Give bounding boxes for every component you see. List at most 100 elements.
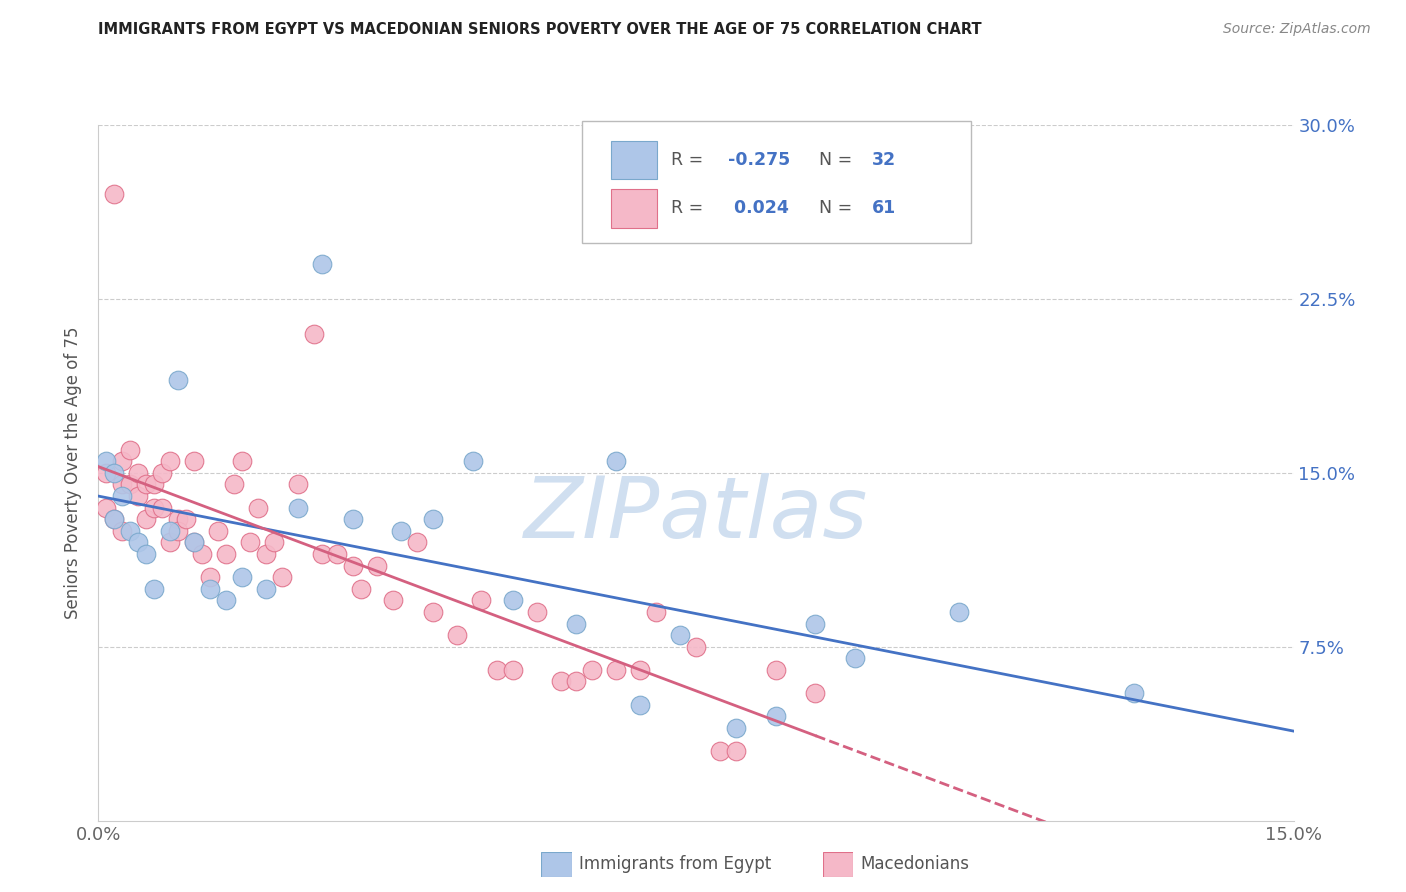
Point: [270, 570, 292, 584]
Point: [254, 547, 277, 561]
Point: [1123, 686, 1146, 700]
Point: [103, 512, 125, 526]
Point: [628, 698, 651, 712]
Point: [143, 582, 166, 596]
Text: R =: R =: [671, 200, 709, 218]
Point: [143, 500, 166, 515]
Point: [135, 477, 157, 491]
Point: [565, 674, 588, 689]
Point: [159, 454, 181, 468]
Text: N =: N =: [808, 200, 858, 218]
Point: [231, 570, 253, 584]
Point: [724, 744, 747, 758]
Point: [502, 663, 524, 677]
Text: 32: 32: [872, 151, 896, 169]
Text: R =: R =: [671, 151, 709, 169]
FancyBboxPatch shape: [612, 141, 657, 178]
Point: [159, 524, 181, 538]
Text: N =: N =: [808, 151, 858, 169]
Point: [581, 663, 603, 677]
Point: [167, 512, 190, 526]
Point: [127, 535, 149, 549]
Point: [389, 524, 412, 538]
Point: [550, 674, 572, 689]
Text: Immigrants from Egypt: Immigrants from Egypt: [579, 855, 772, 873]
Point: [239, 535, 262, 549]
Point: [326, 547, 349, 561]
Point: [150, 500, 173, 515]
Text: 61: 61: [872, 200, 896, 218]
Point: [183, 535, 205, 549]
Point: [111, 524, 134, 538]
Point: [605, 663, 627, 677]
Point: [645, 605, 668, 619]
Point: [502, 593, 524, 607]
Point: [342, 512, 364, 526]
Point: [103, 466, 125, 480]
Point: [628, 663, 651, 677]
Point: [174, 512, 197, 526]
Text: IMMIGRANTS FROM EGYPT VS MACEDONIAN SENIORS POVERTY OVER THE AGE OF 75 CORRELATI: IMMIGRANTS FROM EGYPT VS MACEDONIAN SENI…: [98, 22, 981, 37]
Point: [111, 454, 134, 468]
Y-axis label: Seniors Poverty Over the Age of 75: Seniors Poverty Over the Age of 75: [65, 326, 83, 619]
Point: [844, 651, 866, 665]
Point: [366, 558, 388, 573]
Point: [96, 466, 118, 480]
Point: [111, 477, 134, 491]
Point: [765, 709, 787, 723]
Point: [198, 582, 221, 596]
FancyBboxPatch shape: [582, 121, 970, 244]
Point: [422, 605, 444, 619]
Point: [311, 257, 333, 271]
Point: [446, 628, 468, 642]
Point: [96, 500, 118, 515]
Point: [120, 524, 142, 538]
Point: [526, 605, 548, 619]
Point: [342, 558, 364, 573]
Point: [96, 454, 118, 468]
Point: [685, 640, 707, 654]
FancyBboxPatch shape: [612, 189, 657, 227]
Text: Macedonians: Macedonians: [860, 855, 970, 873]
Point: [135, 547, 157, 561]
Point: [103, 512, 125, 526]
Point: [382, 593, 405, 607]
Point: [287, 477, 309, 491]
Point: [246, 500, 269, 515]
Point: [804, 686, 827, 700]
Point: [159, 535, 181, 549]
Point: [565, 616, 588, 631]
Point: [198, 570, 221, 584]
Point: [222, 477, 245, 491]
Point: [470, 593, 492, 607]
Point: [120, 442, 142, 457]
Point: [669, 628, 692, 642]
Point: [135, 512, 157, 526]
Point: [215, 547, 238, 561]
Point: [948, 605, 970, 619]
Point: [103, 187, 125, 202]
Point: [406, 535, 429, 549]
Point: [311, 547, 333, 561]
Point: [724, 721, 747, 735]
Point: [765, 663, 787, 677]
Point: [150, 466, 173, 480]
Point: [485, 663, 508, 677]
Text: -0.275: -0.275: [728, 151, 790, 169]
Point: [183, 454, 205, 468]
Point: [191, 547, 214, 561]
Point: [350, 582, 373, 596]
Point: [167, 524, 190, 538]
Point: [215, 593, 238, 607]
Point: [263, 535, 285, 549]
Point: [207, 524, 229, 538]
Point: [120, 477, 142, 491]
Point: [422, 512, 444, 526]
Point: [302, 326, 325, 341]
Point: [167, 373, 190, 387]
Point: [605, 454, 627, 468]
Point: [127, 466, 149, 480]
Point: [183, 535, 205, 549]
Point: [461, 454, 484, 468]
Point: [111, 489, 134, 503]
